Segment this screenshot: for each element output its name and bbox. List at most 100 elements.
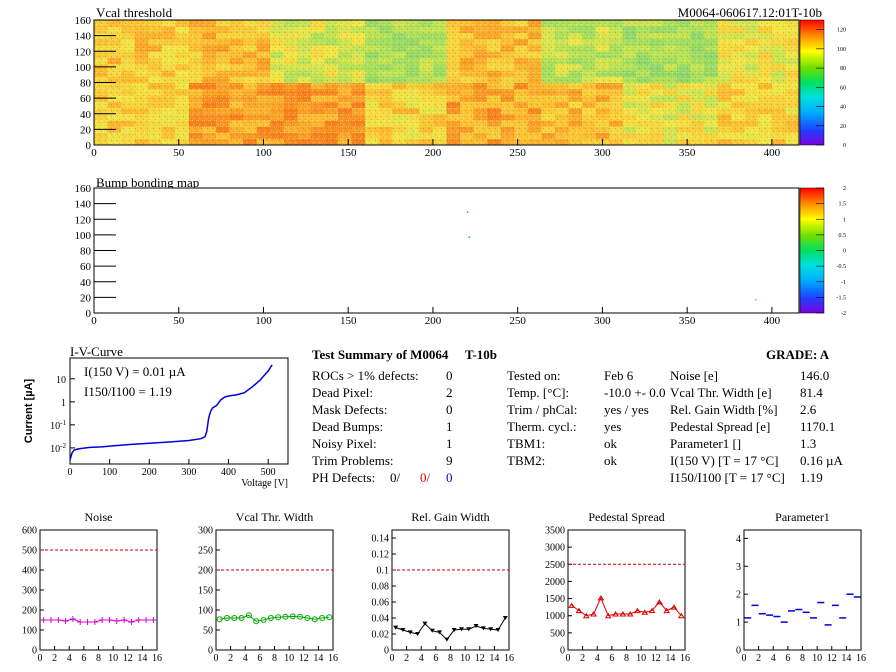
y-tick-label: 0 (384, 646, 389, 657)
y-tick-label: 140 (75, 31, 92, 43)
row-value: -10.0 +- 0.0 (604, 385, 666, 400)
data-point (582, 612, 590, 619)
palette-tick-label: 1 (843, 217, 846, 223)
data-point (656, 599, 663, 605)
summary-grade: GRADE: A (766, 347, 830, 362)
row-label: Dead Pixel: (312, 385, 374, 400)
data-point (289, 613, 296, 620)
x-tick-label: 12 (123, 653, 133, 664)
bump-point (466, 211, 469, 213)
summary-temp-id: T-10b (465, 347, 498, 362)
data-point (55, 617, 62, 623)
bump-bonding-points (466, 211, 757, 301)
x-tick-label: 12 (475, 653, 485, 664)
summary-mid-row: TBM1: ok (507, 435, 667, 452)
row-label: ROCs > 1% defects: (312, 368, 419, 383)
bump-point (468, 236, 471, 238)
row-label: I150/I100 [T = 17 °C] (670, 470, 785, 485)
summary-left-row: ROCs > 1% defects: 0 (312, 367, 462, 384)
x-tick-label: 100 (102, 467, 117, 478)
x-tick-label: 4 (595, 653, 600, 664)
palette-tick-label: 120 (837, 28, 846, 34)
x-tick-label: 14 (489, 653, 499, 664)
y-tick-label: 0.06 (372, 598, 390, 609)
x-tick-label: 10 (460, 653, 470, 664)
x-tick-label: 8 (448, 653, 453, 664)
data-point (568, 602, 576, 608)
data-point (231, 615, 238, 621)
x-tick-label: 2 (756, 653, 761, 664)
pedestal-spread-per-roc-line (571, 596, 682, 617)
x-tick-label: 0 (38, 653, 43, 664)
palette-tick-label: 1.5 (839, 202, 847, 208)
x-tick-label: 400 (221, 467, 236, 478)
data-point (319, 615, 326, 621)
bump-bonding-frame (93, 187, 800, 314)
summary-mid-row: Therm. cycl.: yes (507, 418, 667, 435)
x-tick-label: 50 (173, 315, 185, 327)
data-point (84, 619, 91, 625)
palette-tick-label: 0 (843, 249, 846, 255)
module-id-label: M0064-060617.12:01T-10b (678, 5, 822, 20)
row-label: TBM1: (507, 436, 546, 451)
data-point (253, 618, 260, 625)
summary-title: Test Summary of M0064 (312, 347, 449, 362)
x-tick-label: 200 (425, 147, 442, 159)
bump-bonding-panel: Bump bonding map 0 50 100 150 200 250 300 350 40… (75, 175, 847, 327)
data-point (634, 607, 641, 614)
summary-left-row: Trim Problems: 9 (312, 452, 462, 469)
x-tick-label: 0 (68, 467, 73, 478)
x-tick-label: 0 (214, 653, 219, 664)
data-point (275, 614, 282, 621)
data-point (619, 611, 627, 617)
row-label: Pedestal Spread [e] (670, 419, 771, 434)
y-tick-label: 400 (22, 566, 37, 577)
row-label: Tested on: (507, 368, 561, 383)
ph-defects-value-1: 0/ (390, 470, 401, 485)
data-point (282, 613, 289, 620)
x-tick-label: 16 (504, 653, 514, 664)
summary-right-row: Noise [e] 146.0 (670, 367, 870, 384)
x-tick-label: 300 (594, 147, 611, 159)
row-label: I(150 V) [T = 17 °C] (670, 453, 779, 468)
y-tick-label: 2 (736, 590, 741, 601)
data-point (407, 630, 413, 635)
data-point (495, 628, 501, 632)
x-tick-label: 14 (313, 653, 323, 664)
x-tick-label: 100 (255, 147, 272, 159)
summary-right-row: Vcal Thr. Width [e] 81.4 (670, 384, 870, 401)
data-point (451, 628, 457, 632)
row-value: 1170.1 (800, 419, 836, 434)
x-tick-label: 12 (827, 653, 837, 664)
ph-defects-label: PH Defects: (312, 470, 376, 485)
noise-per-roc-line (43, 618, 154, 623)
test-summary: Test Summary of M0064 T-10b GRADE: A (312, 346, 872, 368)
x-tick-label: 150 (340, 315, 357, 327)
y-tick-label: 0.12 (372, 550, 390, 561)
x-tick-label: 300 (181, 467, 196, 478)
data-point (626, 611, 634, 617)
x-tick-label: 200 (142, 467, 157, 478)
pedestal-spread-per-roc-title: Pedestal Spread (588, 510, 664, 524)
data-point (260, 617, 267, 623)
y-tick-label: 250 (198, 546, 213, 557)
y-tick-label: 10-1 (50, 419, 66, 432)
palette-tick-label: 60 (840, 85, 846, 91)
iv-curve-panel: I-V-Curve 0 100 200 300 400 500 10-2 10-1 1 10 I(… (23, 344, 289, 489)
summary-right-row: Pedestal Spread [e] 1170.1 (670, 418, 870, 435)
y-tick-label: 1 (61, 398, 66, 409)
iv-curve-frame (69, 357, 289, 465)
y-tick-label: 600 (22, 526, 37, 537)
ph-defects-row: PH Defects: 0/ 0/ 0 (312, 469, 462, 486)
y-tick-label: 120 (75, 214, 92, 226)
x-tick-label: 10 (812, 653, 822, 664)
row-value: 0 (446, 402, 453, 417)
row-value: 1 (446, 419, 453, 434)
x-tick-label: 10 (284, 653, 294, 664)
x-tick-label: 8 (96, 653, 101, 664)
data-point (267, 615, 274, 621)
y-tick-label: 500 (22, 546, 37, 557)
summary-mid-row: Temp. [°C]: -10.0 +- 0.0 (507, 384, 667, 401)
iv-annotation-current: I(150 V) = 0.01 µA (84, 364, 186, 379)
